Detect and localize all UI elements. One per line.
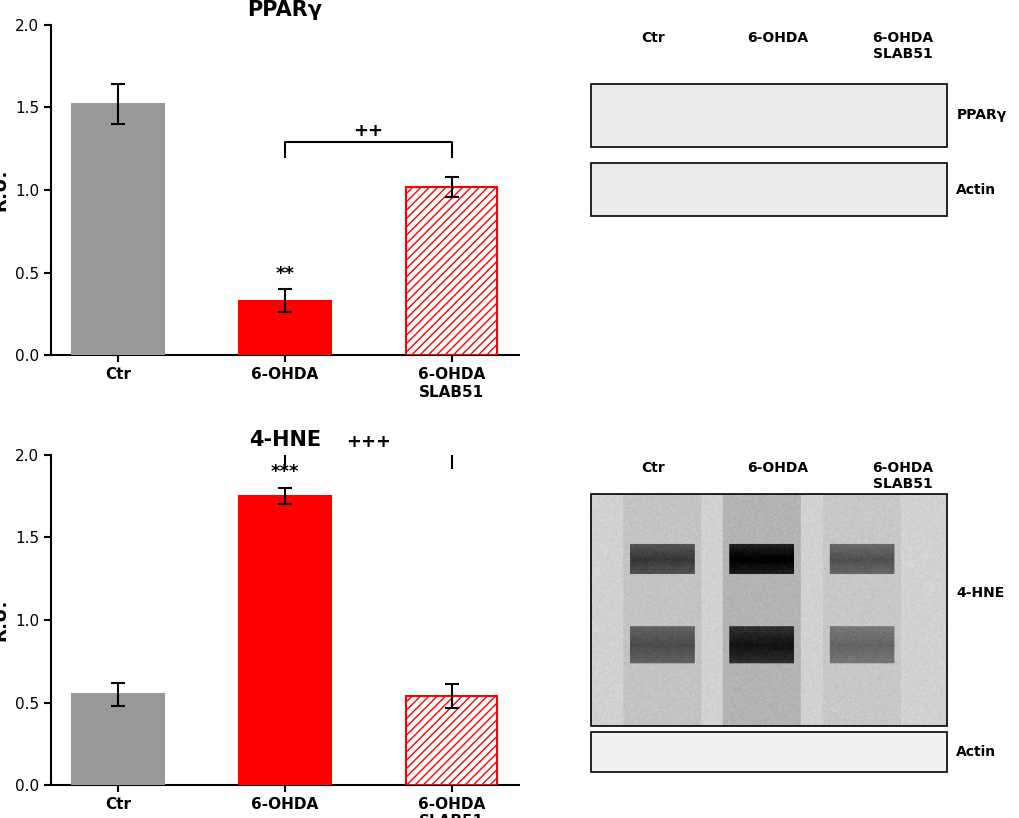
Bar [591, 84, 947, 147]
Text: +++: +++ [345, 434, 390, 452]
Title: PPARγ: PPARγ [248, 0, 322, 20]
Text: 6-OHDA
SLAB51: 6-OHDA SLAB51 [871, 461, 932, 492]
Text: PPARγ: PPARγ [956, 109, 1006, 123]
Text: Actin: Actin [956, 745, 996, 759]
Text: Ctr: Ctr [641, 31, 664, 45]
Bar [72, 104, 164, 355]
Bar [72, 694, 164, 785]
Text: 6-OHDA
SLAB51: 6-OHDA SLAB51 [871, 31, 932, 61]
Bar [238, 301, 330, 355]
Bar [591, 494, 947, 726]
Text: 4-HNE: 4-HNE [956, 587, 1004, 600]
Bar [406, 187, 497, 355]
Text: Actin: Actin [956, 183, 996, 197]
Y-axis label: R.U.: R.U. [0, 169, 9, 211]
Text: 6-OHDA: 6-OHDA [747, 461, 808, 475]
Bar [591, 732, 947, 772]
Text: 6-OHDA: 6-OHDA [747, 31, 808, 45]
Text: ++: ++ [353, 123, 383, 141]
Bar [591, 164, 947, 217]
Bar [238, 496, 330, 785]
Text: **: ** [275, 264, 294, 282]
Title: 4-HNE: 4-HNE [249, 430, 321, 450]
Text: Ctr: Ctr [641, 461, 664, 475]
Text: ***: *** [270, 463, 299, 481]
Y-axis label: R.U.: R.U. [0, 599, 9, 641]
Bar [406, 696, 497, 785]
